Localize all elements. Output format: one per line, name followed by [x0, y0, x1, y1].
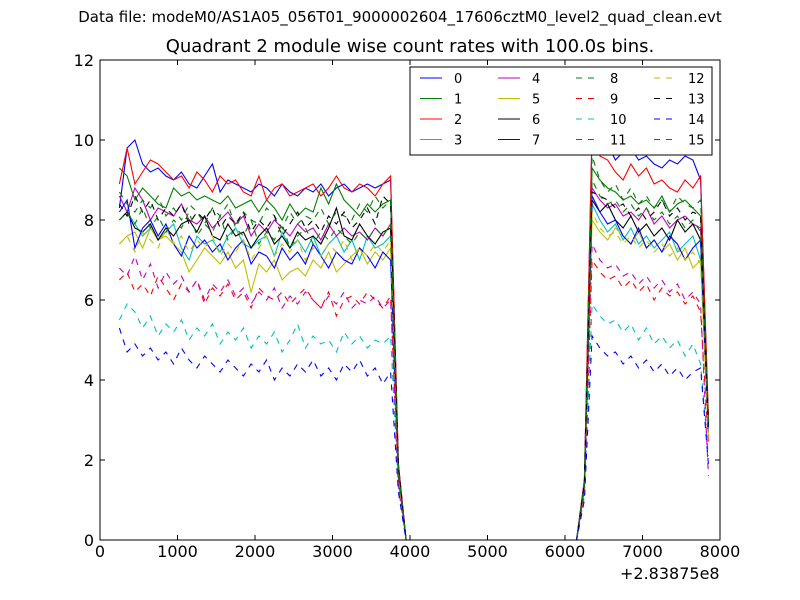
- x-tick-label: 8000: [700, 542, 741, 561]
- legend-label-7: 7: [532, 134, 540, 149]
- legend-label-11: 11: [610, 134, 627, 149]
- legend-label-12: 12: [688, 72, 705, 87]
- legend-label-10: 10: [610, 113, 627, 128]
- legend-label-0: 0: [454, 72, 462, 87]
- legend-label-4: 4: [532, 72, 540, 87]
- y-tick-label: 4: [84, 371, 94, 390]
- figure-suptitle: Data file: modeM0/AS1A05_056T01_90000026…: [78, 8, 722, 26]
- y-tick-label: 8: [84, 211, 94, 230]
- series-line-3: [119, 203, 709, 541]
- y-tick-label: 0: [84, 531, 94, 550]
- y-tick-label: 12: [74, 51, 94, 70]
- legend-label-9: 9: [610, 93, 618, 108]
- x-tick-label: 6000: [545, 542, 586, 561]
- series-line-7: [118, 195, 709, 541]
- legend-label-8: 8: [610, 72, 618, 87]
- legend-frame: [409, 66, 713, 156]
- x-tick-label: 3000: [312, 542, 353, 561]
- x-tick-label: 4000: [390, 542, 431, 561]
- series-line-10: [118, 302, 709, 541]
- series-line-2: [118, 127, 709, 541]
- x-tick-label: 0: [95, 542, 105, 561]
- series-line-13: [118, 191, 709, 541]
- axis-ticks: 0 1000 2000 3000 4000 5000 6000 7000 80000246810…: [74, 51, 741, 561]
- series-line-0: [118, 131, 709, 541]
- legend-label-6: 6: [532, 113, 540, 128]
- series-line-8: [118, 155, 709, 541]
- plot-lines: [118, 127, 709, 541]
- y-tick-label: 2: [84, 451, 94, 470]
- x-axis-offset-label: +2.83875e8: [620, 564, 720, 583]
- legend-label-1: 1: [454, 93, 462, 108]
- y-tick-label: 10: [74, 131, 94, 150]
- series-line-5: [119, 218, 709, 541]
- legend-label-14: 14: [688, 113, 705, 128]
- legend-label-15: 15: [688, 134, 705, 149]
- legend-label-5: 5: [532, 93, 540, 108]
- x-tick-label: 2000: [235, 542, 276, 561]
- series-line-9: [119, 258, 709, 541]
- series-line-14: [118, 327, 709, 541]
- series-line-11: [119, 243, 709, 541]
- x-tick-label: 1000: [157, 542, 198, 561]
- legend-label-3: 3: [454, 134, 462, 149]
- series-line-4: [118, 186, 709, 541]
- x-tick-label: 7000: [622, 542, 663, 561]
- y-tick-label: 6: [84, 291, 94, 310]
- legend-label-13: 13: [688, 93, 705, 108]
- legend-label-2: 2: [454, 113, 462, 128]
- chart-title: Quadrant 2 module wise count rates with …: [165, 36, 655, 57]
- x-tick-label: 5000: [467, 542, 508, 561]
- series-line-12: [119, 211, 709, 541]
